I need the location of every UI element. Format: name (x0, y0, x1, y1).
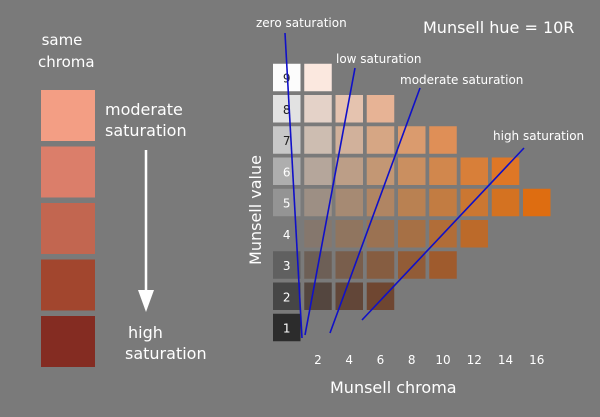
chip-v3-c0 (273, 251, 301, 279)
chip-v3-c10 (429, 251, 457, 279)
chip-v3-c8 (398, 251, 426, 279)
swatch-5 (41, 316, 95, 367)
chip-v7-c0 (273, 126, 301, 154)
chroma-tick-6: 6 (377, 353, 385, 367)
chip-v8-c2 (304, 95, 332, 123)
chip-v2-c2 (304, 282, 332, 310)
chip-v1-c0 (273, 313, 301, 342)
chroma-tick-labels: 2 4 6 8 10 12 14 16 (314, 353, 544, 367)
chip-v3-c6 (366, 251, 395, 279)
chip-v6-c12 (460, 157, 488, 185)
chip-v2-c6 (366, 282, 395, 310)
moderate-line2: saturation (105, 120, 187, 140)
same-chroma-title-line2: chroma (38, 52, 95, 71)
munsell-chip-grid (273, 63, 551, 342)
chroma-tick-2: 2 (314, 353, 322, 367)
value-label-6: 6 (283, 165, 291, 179)
swatch-2 (41, 146, 95, 198)
chroma-tick-8: 8 (408, 353, 416, 367)
chip-v5-c14 (491, 188, 520, 217)
value-label-1: 1 (283, 322, 291, 336)
down-arrow (138, 150, 154, 312)
chip-v5-c2 (304, 188, 332, 217)
chip-v6-c8 (398, 157, 426, 185)
chroma-tick-16: 16 (529, 353, 544, 367)
low-saturation-line (304, 67, 356, 336)
chroma-tick-10: 10 (435, 353, 450, 367)
chip-v5-c6 (366, 188, 395, 217)
chip-v6-c14 (491, 157, 520, 185)
low-saturation-label: low saturation (336, 52, 422, 66)
chip-v8-c6 (366, 95, 395, 123)
chip-v8-c0 (273, 95, 301, 123)
same-chroma-swatches (41, 90, 95, 367)
y-axis-label: Munsell value (246, 155, 265, 265)
chip-v5-c0 (273, 188, 301, 217)
swatch-1 (41, 90, 95, 141)
chip-v5-c10 (429, 188, 457, 217)
saturation-lines (284, 32, 525, 339)
same-chroma-title: same chroma (38, 30, 95, 74)
chip-v6-c0 (273, 157, 301, 185)
chip-v4-c2 (304, 220, 332, 248)
chip-v4-c12 (460, 220, 488, 248)
value-label-8: 8 (283, 103, 291, 117)
zero-saturation-label: zero saturation (256, 16, 347, 30)
value-label-4: 4 (283, 228, 291, 242)
high-line1: high (128, 323, 163, 342)
zero-saturation-line (284, 32, 303, 339)
high-line2: saturation (125, 343, 207, 363)
chip-v7-c6 (366, 126, 395, 154)
value-label-2: 2 (283, 290, 291, 304)
chip-v2-c0 (273, 282, 301, 310)
chip-v4-c4 (335, 220, 363, 248)
chip-v7-c8 (398, 126, 426, 154)
chip-v7-c10 (429, 126, 457, 154)
chip-v4-c8 (398, 220, 426, 248)
swatch-4 (41, 259, 95, 311)
moderate-line1: moderate (105, 100, 183, 119)
chip-v5-c16 (523, 188, 551, 217)
value-label-5: 5 (283, 197, 291, 211)
value-label-3: 3 (283, 259, 291, 273)
high-saturation-label: high saturation (493, 129, 585, 143)
chroma-tick-14: 14 (498, 353, 513, 367)
chip-v6-c4 (335, 157, 363, 185)
high-saturation-annotation: high saturation (125, 323, 207, 365)
chip-v5-c4 (335, 188, 363, 217)
same-chroma-title-line1: same (41, 31, 83, 49)
chip-v4-c6 (366, 220, 395, 248)
chip-v5-c8 (398, 188, 426, 217)
moderate-saturation-label: moderate saturation (400, 73, 524, 87)
chroma-tick-12: 12 (467, 353, 482, 367)
chip-v6-c10 (429, 157, 457, 185)
x-axis-label: Munsell chroma (330, 378, 457, 397)
chroma-tick-4: 4 (345, 353, 353, 367)
value-label-7: 7 (283, 134, 291, 148)
swatch-3 (41, 203, 95, 254)
chart-title: Munsell hue = 10R (423, 18, 575, 37)
moderate-saturation-line (329, 87, 421, 334)
chip-v6-c2 (304, 157, 332, 185)
chip-v9-c2 (304, 63, 332, 92)
high-saturation-line (361, 147, 525, 321)
moderate-saturation-annotation: moderate saturation (105, 100, 187, 142)
chip-v7-c2 (304, 126, 332, 154)
